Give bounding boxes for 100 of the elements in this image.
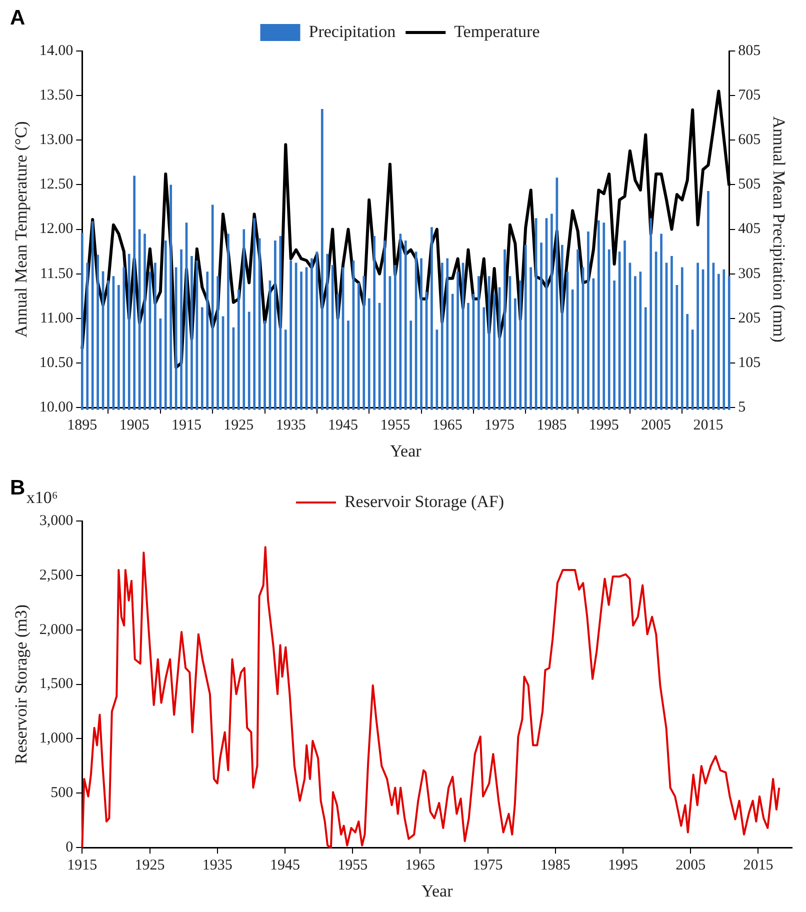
y2-axis-title: Annual Mean Precipitation (mm) <box>769 116 788 342</box>
bar <box>493 294 496 410</box>
x-tick-label: 1975 <box>472 858 503 874</box>
bar <box>180 249 182 410</box>
bar <box>587 232 590 410</box>
x-axis-title: Year <box>390 441 422 460</box>
bar <box>519 280 522 410</box>
x-tick-label: 1935 <box>276 418 306 434</box>
bar <box>80 232 84 410</box>
bar <box>211 204 214 410</box>
bar <box>91 221 94 410</box>
x-tick-label: 1995 <box>588 418 619 434</box>
bar <box>650 218 652 410</box>
x-tick-label: 1985 <box>540 858 570 874</box>
y-tick-label: 14.00 <box>39 42 74 59</box>
bar <box>384 240 386 410</box>
bar <box>597 220 600 410</box>
bar <box>560 244 564 410</box>
bar <box>362 276 366 410</box>
bar <box>634 276 636 410</box>
bar <box>571 289 574 410</box>
bar <box>170 184 172 410</box>
bar <box>624 240 626 410</box>
y2-tick-label: 505 <box>738 176 761 193</box>
legend-label: Precipitation <box>308 22 396 41</box>
y-tick-label: 13.50 <box>39 88 74 104</box>
x-tick-label: 1915 <box>67 858 98 874</box>
bar <box>144 234 146 410</box>
bar <box>253 218 256 410</box>
bar <box>540 242 542 410</box>
bar <box>680 267 684 410</box>
y-axis-title: Reservoir Storage (m3) <box>12 604 31 764</box>
bar <box>504 249 506 410</box>
x-tick-label: 1965 <box>432 418 462 434</box>
bar <box>670 256 673 410</box>
bar <box>576 249 579 410</box>
x-tick-label: 1955 <box>380 418 410 434</box>
bar <box>200 307 204 410</box>
x-tick-label: 1945 <box>328 418 358 434</box>
x-tick-label: 1925 <box>224 418 254 434</box>
bar <box>488 276 490 410</box>
x-tick-label: 1935 <box>202 858 232 874</box>
bar <box>159 318 162 410</box>
x-tick-label: 1995 <box>608 858 638 874</box>
bar <box>707 190 710 410</box>
bar <box>310 258 313 410</box>
x-tick-label: 1955 <box>338 858 368 874</box>
x-tick-label: 1945 <box>270 858 300 874</box>
bar <box>440 262 444 410</box>
text: A <box>10 6 26 30</box>
bar <box>660 234 662 410</box>
bar <box>550 214 553 410</box>
y-tick-label: 3,000 <box>39 512 74 529</box>
x-tick-label: 2015 <box>743 858 774 874</box>
bar <box>86 262 89 410</box>
bar <box>300 272 302 410</box>
bar <box>279 236 282 410</box>
bar <box>399 234 402 410</box>
bar <box>274 240 276 410</box>
text: x10⁶ <box>26 488 58 507</box>
bar <box>686 314 689 410</box>
bar <box>566 272 569 410</box>
bar <box>331 264 334 410</box>
y-tick-label: 500 <box>50 785 74 802</box>
bar <box>154 262 156 410</box>
x-tick-label: 1985 <box>536 418 567 434</box>
bar <box>107 280 110 410</box>
y-tick-label: 0 <box>66 840 74 856</box>
bar <box>326 254 329 410</box>
bar <box>722 269 726 410</box>
y2-tick-label: 805 <box>738 42 761 59</box>
bar <box>446 258 449 410</box>
bar <box>264 320 266 410</box>
bar <box>128 254 130 410</box>
bar <box>608 249 610 410</box>
y-tick-label: 2,000 <box>39 622 74 638</box>
bar <box>530 267 532 410</box>
y2-tick-label: 305 <box>738 266 761 282</box>
bar <box>373 236 376 410</box>
x-tick-label: 2005 <box>676 858 706 874</box>
x-tick-label: 1975 <box>484 418 515 434</box>
bar <box>336 294 339 410</box>
y2-tick-label: 705 <box>738 88 761 104</box>
text: B <box>10 476 26 500</box>
bar <box>696 262 699 410</box>
y-tick-label: 1,500 <box>39 676 74 692</box>
bar <box>368 298 370 410</box>
bar <box>602 222 606 410</box>
y-tick-label: 10.00 <box>39 400 74 416</box>
bar <box>190 256 193 410</box>
bar <box>430 227 433 410</box>
bar <box>728 276 730 410</box>
bar <box>357 282 360 410</box>
bar <box>394 264 396 410</box>
y-tick-label: 2,500 <box>39 567 74 584</box>
y2-tick-label: 5 <box>738 400 746 416</box>
y2-tick-label: 605 <box>738 132 761 148</box>
x-axis-title: Year <box>421 881 454 900</box>
bar <box>118 285 120 410</box>
y-tick-label: 12.00 <box>39 221 74 238</box>
